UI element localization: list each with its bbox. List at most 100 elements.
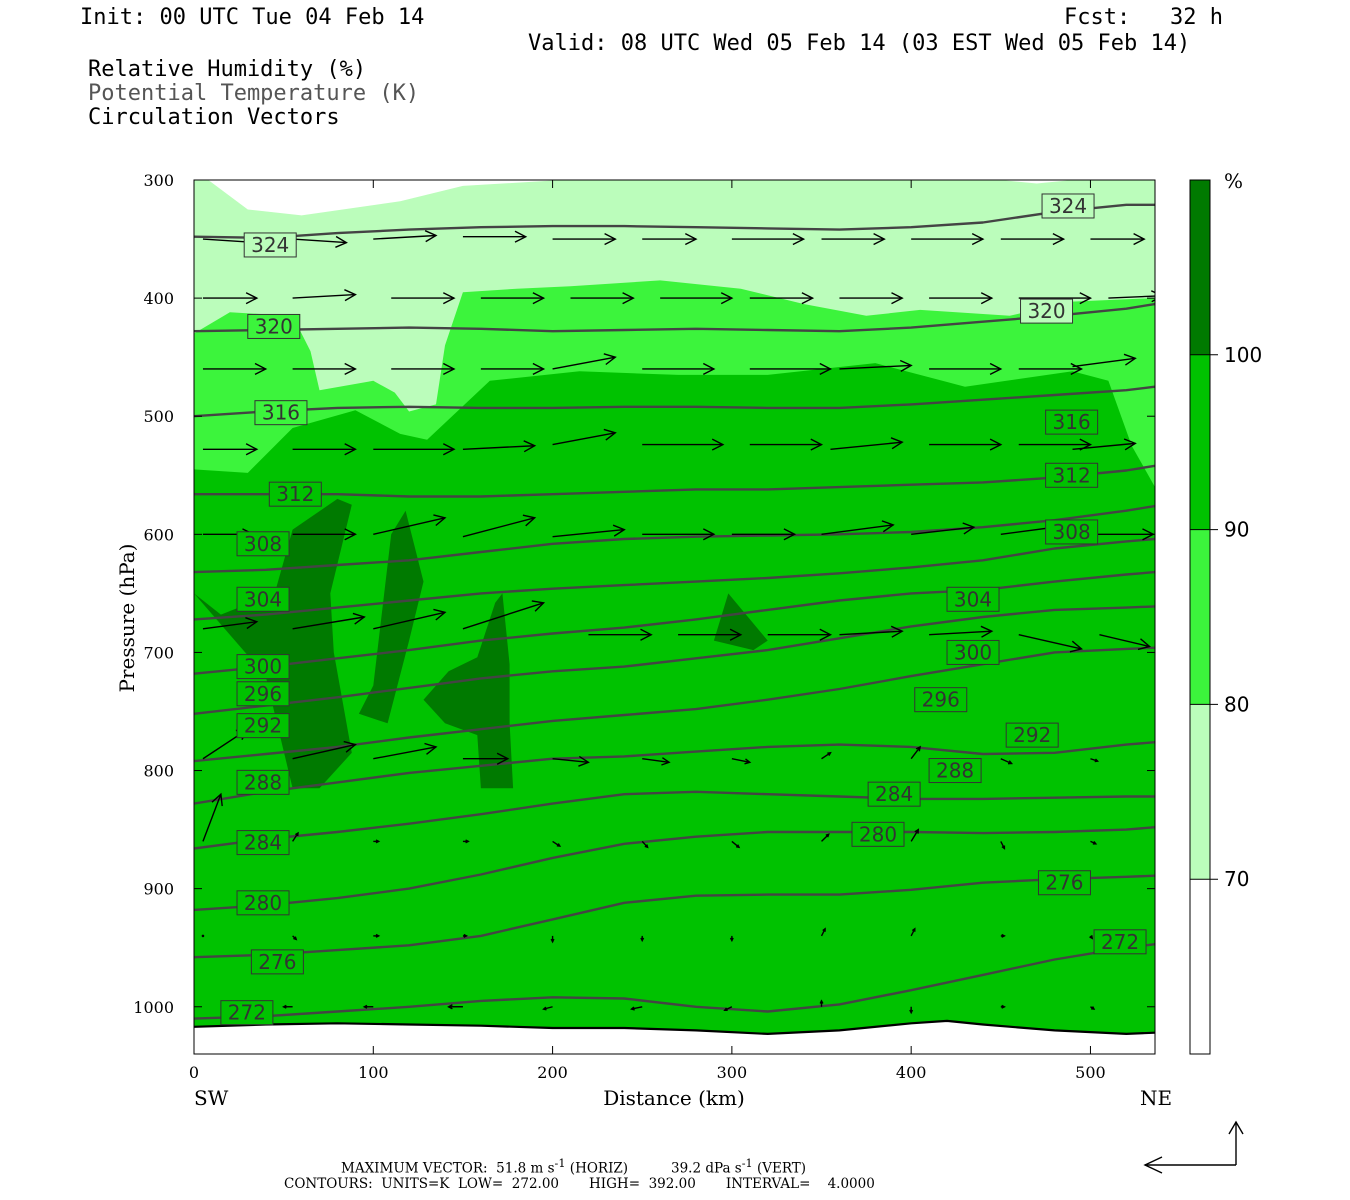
theta-label-316-box (254, 400, 308, 426)
vector-shaft-29 (839, 364, 912, 370)
vector-head-96 (911, 927, 916, 932)
vector-98 (1089, 935, 1094, 940)
vector-head-95 (822, 927, 826, 932)
theta-label-extra-2-box (1045, 409, 1099, 435)
vector-100 (362, 1004, 374, 1009)
vector-10 (1090, 232, 1146, 246)
theta-label-extra-4-box (1045, 519, 1099, 545)
vector-shaft-57 (373, 611, 446, 630)
vector-shaft-52 (911, 526, 974, 536)
vector-64 (1018, 634, 1084, 653)
theta-label-extra-9: 288 (928, 758, 982, 784)
vector-85 (910, 828, 920, 842)
vector-head-19 (980, 292, 994, 305)
vector-head-77 (211, 792, 223, 807)
vector-7 (821, 232, 886, 246)
vector-head-107 (1001, 1004, 1006, 1009)
vector-57 (373, 608, 447, 630)
y-tick-label-300: 300 (143, 171, 174, 190)
vert-unit: (VERT) (757, 1160, 807, 1177)
contours-line: CONTOURS: UNITS=K LOW= 272.00 HIGH= 392.… (284, 1176, 875, 1192)
vector-101 (447, 1004, 463, 1010)
vector-head-47 (522, 514, 537, 527)
vector-99 (282, 1004, 293, 1009)
vector-head-27 (702, 362, 716, 376)
theta-contour-324 (194, 203, 1155, 240)
vector-head-64 (1069, 640, 1084, 653)
vector-head-69 (496, 752, 510, 765)
colorbar-label-80: 80 (1224, 692, 1249, 716)
vector-25 (480, 362, 546, 376)
theta-contour-292 (194, 646, 1155, 763)
vector-69 (462, 752, 510, 765)
theta-label-extra-12-text: 276 (1045, 871, 1083, 895)
y-tick-label-1000: 1000 (133, 998, 174, 1017)
vector-shaft-75 (1000, 758, 1012, 765)
vector-head-46 (433, 514, 447, 527)
vector-shaft-62 (839, 630, 903, 636)
theta-label-292: 292 (236, 713, 290, 739)
theta-label-extra-7-text: 296 (922, 688, 960, 712)
vector-head-22 (254, 362, 268, 376)
theta-label-272-text: 272 (228, 1001, 266, 1025)
vector-45 (292, 528, 357, 541)
vector-head-65 (1137, 638, 1152, 651)
vector-6 (731, 232, 806, 246)
theta-label-extra-0-text: 324 (1049, 194, 1087, 218)
y-tick-label-700: 700 (143, 643, 174, 662)
vector-shaft-2 (373, 234, 437, 240)
vert-exponent: -1 (741, 1157, 753, 1170)
vector-head-48 (612, 524, 626, 537)
vector-head-11 (245, 292, 259, 305)
vector-93 (640, 935, 645, 943)
vector-83 (731, 840, 741, 849)
theta-label-extra-13-text: 272 (1101, 930, 1139, 954)
vector-55 (202, 617, 259, 630)
vector-head-68 (424, 742, 438, 755)
field-theta-label: Potential Temperature (K) (88, 81, 420, 106)
vector-62 (839, 625, 904, 638)
vector-65 (1099, 634, 1152, 651)
theta-label-extra-1-text: 320 (1027, 299, 1065, 323)
theta-label-300-text: 300 (244, 655, 282, 679)
theta-label-extra-0-box (1041, 193, 1095, 219)
vector-105 (819, 999, 824, 1007)
vector-108 (1090, 1006, 1096, 1010)
theta-label-extra-11: 280 (851, 821, 905, 847)
theta-label-304-text: 304 (244, 587, 282, 611)
vector-36 (462, 440, 537, 453)
vector-shaft-51 (821, 524, 894, 536)
vector-40 (830, 437, 904, 450)
theta-label-324-text: 324 (251, 233, 289, 257)
vector-head-36 (523, 440, 537, 453)
vector-29 (839, 359, 913, 373)
vector-shaft-84 (821, 833, 830, 842)
vector-94 (729, 935, 734, 943)
theta-label-276-box (250, 949, 304, 975)
y-tick-label-900: 900 (143, 880, 174, 899)
vector-head-41 (989, 438, 1003, 451)
vector-37 (552, 428, 617, 446)
theta-label-320: 320 (247, 313, 301, 339)
vector-head-89 (293, 936, 298, 941)
below-ground-mask (194, 1020, 1155, 1054)
vector-head-24 (442, 362, 456, 376)
theta-label-extra-6-box (946, 639, 1000, 665)
theta-label-296: 296 (236, 681, 290, 707)
vector-head-104 (723, 1007, 728, 1011)
x-tick-label-500: 500 (1075, 1063, 1106, 1082)
theta-label-extra-8-text: 292 (1013, 723, 1051, 747)
vector-head-56 (352, 612, 366, 625)
vector-shaft-71 (642, 758, 670, 763)
vector-79 (373, 839, 381, 844)
x-tick-label-100: 100 (358, 1063, 389, 1082)
vector-head-25 (532, 362, 546, 376)
vector-shaft-102 (543, 1006, 553, 1010)
vector-38 (642, 438, 725, 451)
theta-contour-layer (194, 203, 1155, 1020)
vector-head-5 (684, 232, 698, 246)
vector-4 (552, 232, 617, 246)
vector-8 (911, 232, 985, 246)
vector-head-37 (603, 428, 617, 441)
theta-label-288-box (236, 769, 290, 795)
